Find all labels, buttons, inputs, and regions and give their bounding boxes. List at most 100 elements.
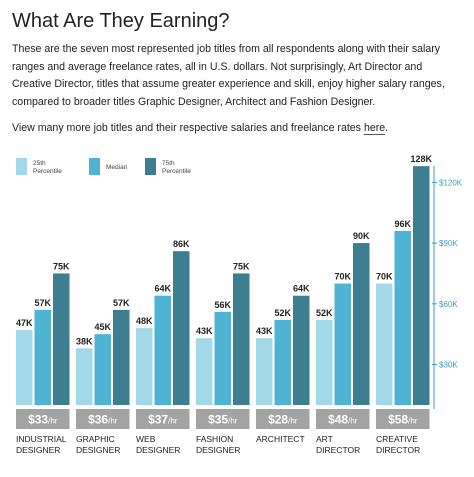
hourly-rate-amount: $58 (388, 413, 408, 427)
bar-value-label: 52K (316, 308, 333, 318)
legend-label: Median (106, 164, 128, 171)
bar-value-label: 43K (196, 326, 213, 336)
bar-value-label: 57K (34, 298, 51, 308)
category-label: WEB (136, 434, 156, 444)
hourly-rate-box (376, 409, 430, 429)
bar-value-label: 90K (353, 231, 370, 241)
bar-value-label: 52K (274, 308, 291, 318)
bar (394, 230, 411, 405)
bar (376, 283, 393, 405)
bar-value-label: 70K (376, 272, 393, 282)
hourly-rate-amount: $33 (28, 413, 48, 427)
bar (53, 273, 70, 405)
chart-title: What Are They Earning? (12, 10, 230, 32)
category-label: FASHION (196, 434, 233, 444)
legend-label: Percentile (33, 168, 62, 175)
hourly-rate-label: $36/hr (88, 413, 118, 427)
hourly-rate-amount: $35 (208, 413, 228, 427)
view-more-suffix: . (385, 122, 389, 134)
hourly-rate-box (136, 409, 190, 429)
category-label: ART (316, 434, 333, 444)
bar (293, 295, 310, 405)
legend-label: Percentile (162, 168, 191, 175)
y-tick-label: $60K (439, 300, 458, 309)
category-label: CREATIVE (376, 434, 418, 444)
hourly-rate-box (256, 409, 310, 429)
bar-value-label: 75K (233, 261, 250, 271)
bar (76, 348, 93, 405)
hourly-rate-unit: /hr (108, 417, 118, 426)
hourly-rate-unit: /hr (288, 417, 298, 426)
category-label: GRAPHIC (76, 434, 115, 444)
bar (34, 309, 51, 405)
bar (154, 295, 171, 405)
category-label: DESIGNER (196, 445, 240, 455)
bar (94, 334, 111, 405)
y-tick-label: $120K (439, 178, 463, 187)
bar (334, 283, 351, 405)
bar-value-label: 47K (16, 318, 33, 328)
bar-value-label: 48K (136, 316, 153, 326)
category-label: DIRECTOR (376, 445, 420, 455)
hourly-rate-box (316, 409, 370, 429)
hourly-rate-box (16, 409, 70, 429)
bar-value-label: 56K (214, 300, 231, 310)
bar-value-label: 96K (394, 219, 411, 229)
hourly-rate-label: $58/hr (388, 413, 418, 427)
bar (196, 338, 213, 405)
category-label: DIRECTOR (316, 445, 360, 455)
hourly-rate-label: $28/hr (268, 413, 298, 427)
bar-value-label: 128K (410, 154, 432, 164)
bar-value-label: 38K (76, 336, 93, 346)
hourly-rate-unit: /hr (168, 417, 178, 426)
legend-label: 75th (162, 160, 175, 167)
bar (173, 251, 190, 405)
bar-value-label: 86K (173, 239, 190, 249)
bar-value-label: 75K (53, 261, 70, 271)
bar (136, 328, 153, 405)
view-more-link[interactable]: here (363, 122, 386, 135)
legend-swatch-3 (145, 158, 156, 175)
hourly-rate-amount: $37 (148, 413, 168, 427)
category-label: DESIGNER (136, 445, 180, 455)
bar (256, 338, 273, 405)
bar (214, 311, 231, 405)
hourly-rate-amount: $28 (268, 413, 288, 427)
view-more-prefix: View many more job titles and their resp… (12, 122, 364, 134)
hourly-rate-unit: /hr (348, 417, 358, 426)
bar (316, 319, 333, 405)
bar-value-label: 43K (256, 326, 273, 336)
hourly-rate-amount: $36 (88, 413, 108, 427)
category-label: ARCHITECT (256, 434, 305, 444)
hourly-rate-box (196, 409, 250, 429)
hourly-rate-label: $48/hr (328, 413, 358, 427)
chart-description: These are the seven most represented job… (12, 43, 445, 108)
category-label: INDUSTRIAL (16, 434, 67, 444)
category-label: DESIGNER (16, 445, 60, 455)
bar (233, 273, 250, 405)
hourly-rate-label: $35/hr (208, 413, 238, 427)
hourly-rate-unit: /hr (228, 417, 238, 426)
hourly-rate-unit: /hr (48, 417, 58, 426)
hourly-rate-unit: /hr (408, 417, 418, 426)
bar (353, 243, 370, 405)
bar (113, 309, 130, 405)
category-label: DESIGNER (76, 445, 120, 455)
bar (413, 166, 430, 405)
view-more-text: View many more job titles and their resp… (12, 122, 389, 135)
bar (274, 319, 291, 405)
hourly-rate-box (76, 409, 130, 429)
bar-value-label: 45K (94, 322, 111, 332)
bar-value-label: 64K (154, 284, 171, 294)
bar-value-label: 70K (334, 272, 351, 282)
y-tick-label: $30K (439, 361, 458, 370)
bar-value-label: 57K (113, 298, 130, 308)
hourly-rate-amount: $48 (328, 413, 348, 427)
hourly-rate-label: $33/hr (28, 413, 58, 427)
legend-label: 25th (33, 160, 46, 167)
hourly-rate-label: $37/hr (148, 413, 178, 427)
legend-swatch-2 (89, 158, 100, 175)
y-tick-label: $90K (439, 239, 458, 248)
bar (16, 330, 33, 405)
